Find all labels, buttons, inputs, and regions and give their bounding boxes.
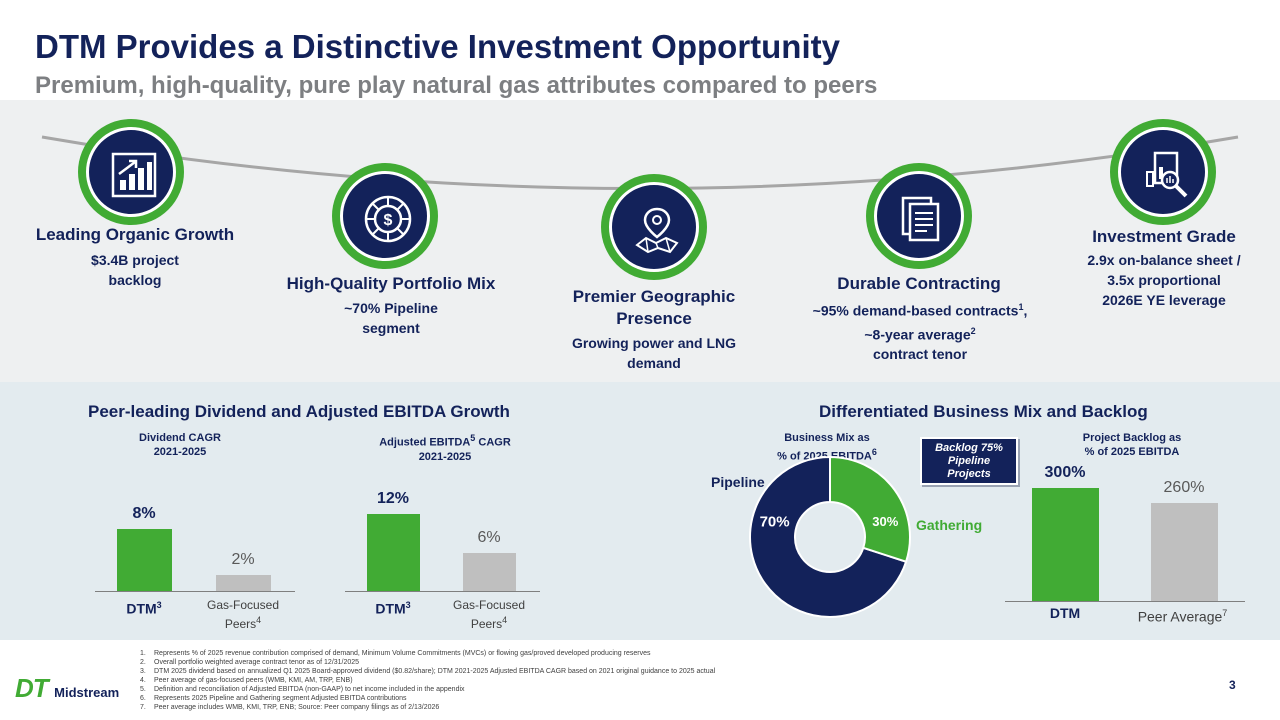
ebitda-bar-peers: [463, 553, 516, 591]
footnotes: 1. Represents % of 2025 revenue contribut…: [140, 649, 1040, 712]
pillar-geography-title: Premier Geographic Presence: [572, 287, 736, 328]
footnote-6: 6. Represents 2025 Pipeline and Gathering…: [140, 695, 407, 702]
dividend-category-peers: Gas-Focused Peers4: [206, 598, 280, 631]
dividend-label-dtm: 8%: [132, 505, 156, 522]
ebitda-axis: [345, 591, 540, 592]
pillar-growth-text: $3.4B project backlog: [91, 252, 179, 288]
pillar-investment-grade-text: 2.9x on-balance sheet /3.5x proportional…: [1087, 252, 1241, 308]
pillar-portfolio-badge: $: [332, 163, 438, 269]
dividend-bar-peers: [216, 575, 271, 591]
pillar-growth-title: Leading Organic Growth: [35, 225, 235, 244]
pillar-investment-grade-badge: [1110, 119, 1216, 225]
footnote-2: 2. Overall portfolio weighted average con…: [140, 659, 360, 666]
ebitda-bar-dtm: [367, 514, 420, 591]
donut-label-gathering: Gathering: [916, 517, 983, 533]
logo-text: Midstream: [54, 685, 120, 700]
donut-value-pipeline: 70%: [760, 514, 790, 531]
footnote-5: 5. Definition and reconciliation of Adjus…: [140, 686, 465, 693]
donut-slice-pipeline: [749, 455, 908, 618]
ebitda-label-dtm: 12%: [376, 490, 410, 507]
page-number: 3: [1229, 678, 1236, 692]
backlog-callout: Backlog 75% Pipeline Projects: [920, 437, 1018, 485]
ebitda-category-dtm: DTM3: [375, 600, 411, 617]
backlog-chart-title: Project Backlog as% of 2025 EBITDA: [1082, 432, 1182, 458]
pillar-growth-badge: [78, 119, 184, 225]
dividend-axis: [95, 591, 295, 592]
ebitda-chart-title: Adjusted EBITDA5 CAGR 2021-2025: [379, 433, 511, 463]
svg-text:$: $: [384, 212, 393, 229]
footnote-1: 1. Represents % of 2025 revenue contribut…: [140, 650, 651, 657]
donut-label-pipeline: Pipeline: [711, 474, 765, 490]
footnote-4: 4. Peer average of gas-focused peers (WMB…: [140, 677, 353, 684]
backlog-bar-peers: [1151, 503, 1218, 601]
pillar-contracting-title: Durable Contracting: [837, 274, 1001, 293]
pillar-investment-grade-title: Investment Grade: [1092, 227, 1236, 246]
backlog-axis: [1005, 601, 1245, 602]
backlog-bar-dtm: [1032, 488, 1099, 601]
map-pin-icon: [635, 207, 679, 254]
business-mix-donut: 70% 30%: [749, 455, 911, 618]
dividend-category-dtm: DTM3: [126, 600, 162, 617]
bar-chart-growth-icon: [111, 152, 157, 198]
pillar-contracting-text: ~95% demand-based contracts1, ~8-year av…: [812, 302, 1028, 363]
pillar-portfolio-title: High-Quality Portfolio Mix: [286, 274, 496, 293]
page-title: DTM Provides a Distinctive Investment Op…: [35, 28, 840, 65]
left-section-title: Peer-leading Dividend and Adjusted EBITD…: [88, 402, 510, 421]
footnote-7: 7. Peer average includes WMB, KMI, TRP, E…: [140, 704, 440, 711]
logo-mark: DT: [15, 673, 49, 703]
dividend-bar-dtm: [117, 529, 172, 591]
footnote-3: 3. DTM 2025 dividend based on annualized …: [140, 668, 716, 675]
document-stack-icon: [901, 196, 940, 242]
report-magnifier-icon: [1146, 151, 1188, 198]
dividend-chart-title: Dividend CAGR 2021-2025: [139, 432, 221, 458]
donut-slice-gathering: [829, 455, 911, 563]
pillar-geography-badge: [601, 174, 707, 280]
ebitda-category-peers: Gas-Focused Peers4: [452, 598, 526, 631]
donut-value-gathering: 30%: [872, 514, 898, 529]
dollar-pie-icon: $: [364, 195, 412, 243]
backlog-label-peers: 260%: [1163, 479, 1205, 496]
pillar-geography-text: Growing power and LNG demand: [571, 335, 737, 371]
right-section-title: Differentiated Business Mix and Backlog: [819, 402, 1148, 421]
dt-midstream-logo: DT Midstream: [15, 673, 119, 704]
ebitda-label-peers: 6%: [477, 529, 501, 546]
pillar-contracting-badge: [866, 163, 972, 269]
page-subtitle: Premium, high-quality, pure play natural…: [35, 72, 878, 99]
backlog-category-peers: Peer Average7: [1137, 608, 1228, 625]
backlog-category-dtm: DTM: [1049, 605, 1081, 621]
backlog-label-dtm: 300%: [1044, 464, 1086, 481]
pillar-portfolio-text: ~70% Pipeline segment: [344, 300, 438, 336]
dividend-label-peers: 2%: [231, 551, 255, 568]
